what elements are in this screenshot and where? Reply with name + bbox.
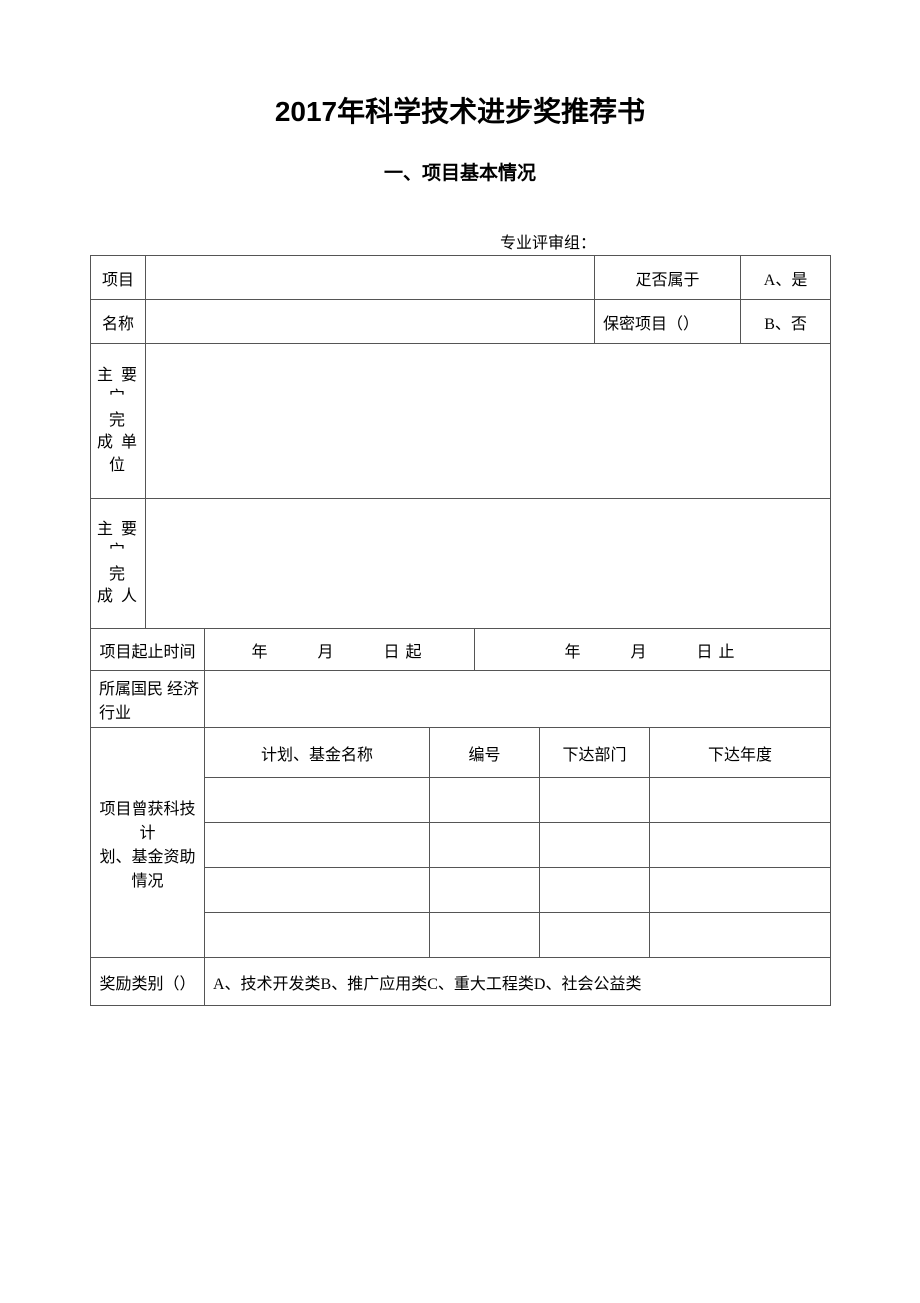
fund-row-4-number[interactable] bbox=[430, 913, 540, 958]
input-period-start[interactable]: 年 月 日起 bbox=[205, 629, 475, 671]
review-group-label: 专业评审组： bbox=[90, 229, 830, 253]
label-project-name-2: 名称 bbox=[91, 300, 146, 344]
label-secret-2: 保密项目（） bbox=[595, 300, 741, 344]
header-issue-dept: 下达部门 bbox=[540, 728, 650, 778]
fund-row-1-dept[interactable] bbox=[540, 778, 650, 823]
input-industry[interactable] bbox=[205, 671, 831, 728]
fund-row-4-dept[interactable] bbox=[540, 913, 650, 958]
input-main-person[interactable] bbox=[146, 499, 831, 629]
fund-row-2-dept[interactable] bbox=[540, 823, 650, 868]
main-title: 2017年科学技术进步奖推荐书 bbox=[90, 90, 830, 130]
fund-row-4-year[interactable] bbox=[650, 913, 831, 958]
fund-row-2-year[interactable] bbox=[650, 823, 831, 868]
option-yes[interactable]: A、是 bbox=[741, 256, 831, 300]
label-funding-history: 项目曾获科技计 划、基金资助情况 bbox=[91, 728, 205, 958]
input-main-unit[interactable] bbox=[146, 344, 831, 499]
label-main-unit: 主 要 宀 完 成 单 位 bbox=[91, 344, 146, 499]
form-table: 项目 疋否属于 A、是 名称 保密项目（） B、否 主 要 宀 完 成 单 位 … bbox=[90, 255, 831, 1006]
header-plan-fund: 计划、基金名称 bbox=[205, 728, 430, 778]
fund-row-1-number[interactable] bbox=[430, 778, 540, 823]
input-project-name-1[interactable] bbox=[146, 256, 595, 300]
fund-row-2-name[interactable] bbox=[205, 823, 430, 868]
option-no[interactable]: B、否 bbox=[741, 300, 831, 344]
fund-row-2-number[interactable] bbox=[430, 823, 540, 868]
label-industry: 所属国民 经济行业 bbox=[91, 671, 205, 728]
award-options[interactable]: A、技术开发类B、推广应用类C、重大工程类D、社会公益类 bbox=[205, 958, 831, 1006]
fund-row-1-year[interactable] bbox=[650, 778, 831, 823]
fund-row-3-name[interactable] bbox=[205, 868, 430, 913]
label-secret-1: 疋否属于 bbox=[595, 256, 741, 300]
label-project-period: 项目起止时间 bbox=[91, 629, 205, 671]
fund-row-3-year[interactable] bbox=[650, 868, 831, 913]
label-project-name-1: 项目 bbox=[91, 256, 146, 300]
input-period-end[interactable]: 年 月 日止 bbox=[475, 629, 831, 671]
fund-row-1-name[interactable] bbox=[205, 778, 430, 823]
label-award-category: 奖励类别（） bbox=[91, 958, 205, 1006]
fund-row-3-dept[interactable] bbox=[540, 868, 650, 913]
input-project-name-2[interactable] bbox=[146, 300, 595, 344]
label-main-person: 主 要 宀 完 成 人 bbox=[91, 499, 146, 629]
fund-row-4-name[interactable] bbox=[205, 913, 430, 958]
header-number: 编号 bbox=[430, 728, 540, 778]
fund-row-3-number[interactable] bbox=[430, 868, 540, 913]
header-issue-year: 下达年度 bbox=[650, 728, 831, 778]
section-subtitle: 一、项目基本情况 bbox=[90, 158, 830, 185]
